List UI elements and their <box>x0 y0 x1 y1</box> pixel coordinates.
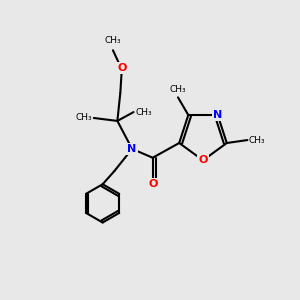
Text: O: O <box>148 179 158 189</box>
Text: N: N <box>128 144 137 154</box>
Text: CH₃: CH₃ <box>135 108 152 117</box>
Text: CH₃: CH₃ <box>170 85 186 94</box>
Text: CH₃: CH₃ <box>76 113 92 122</box>
Text: O: O <box>117 63 127 73</box>
Text: N: N <box>213 110 222 120</box>
Text: CH₃: CH₃ <box>105 36 121 45</box>
Text: O: O <box>198 155 208 165</box>
Text: CH₃: CH₃ <box>249 136 266 145</box>
